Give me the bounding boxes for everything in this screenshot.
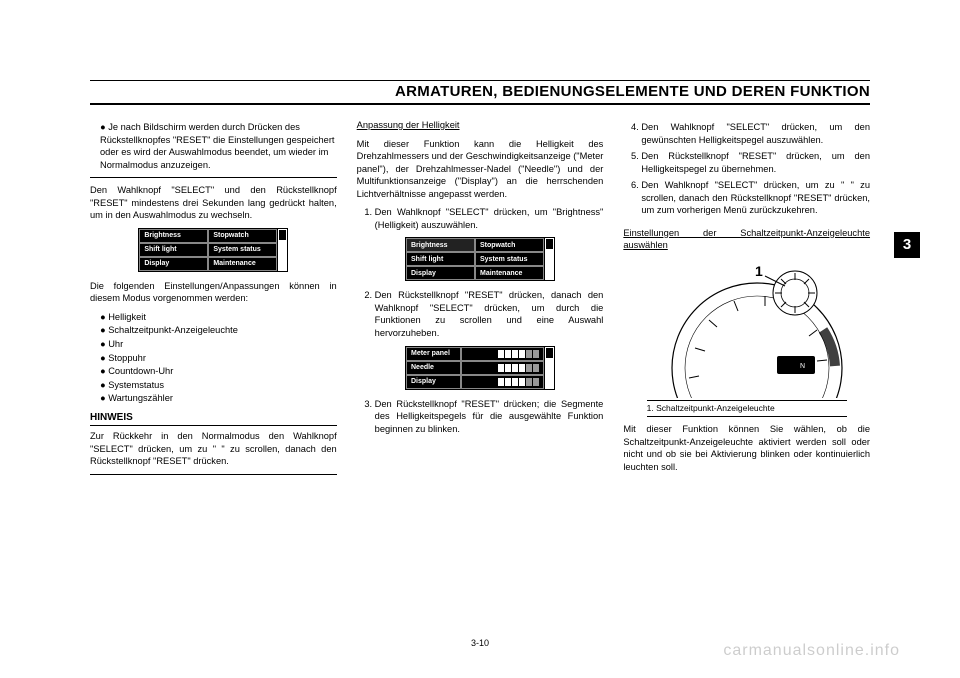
tachometer-illustration: 1 N — [647, 258, 847, 398]
manual-page: ARMATUREN, BEDIENUNGSELEMENTE UND DEREN … — [0, 0, 960, 678]
lcd-menu-2: Brightness Stopwatch Shift light System … — [405, 237, 555, 281]
lcd3-r1c1: Meter panel — [406, 347, 461, 361]
lcd1-scroll — [277, 229, 287, 271]
column-1: Je nach Bildschirm werden durch Drücken … — [90, 119, 337, 481]
shift-light-heading: Einstellungen der Schaltzeitpunkt-Anzeig… — [623, 227, 870, 252]
intro-bullet: Je nach Bildschirm werden durch Drücken … — [90, 121, 337, 171]
lcd1-r3c1: Display — [139, 257, 208, 271]
lcd2-r3c1: Display — [406, 266, 475, 280]
brightness-steps-4-6: Den Wahlknopf "SELECT" drücken, um den g… — [623, 121, 870, 217]
lcd2-scroll — [544, 238, 554, 280]
brightness-intro: Mit dieser Funktion kann die Helligkeit … — [357, 138, 604, 201]
lcd3-r1-seg — [461, 347, 544, 361]
figure-rule — [647, 416, 847, 417]
hinweis-text: Zur Rückkehr in den Normalmodus den Wahl… — [90, 430, 337, 468]
lcd2-r1c2: Stopwatch — [475, 238, 544, 252]
shift-light-para: Mit dieser Funktion können Sie wählen, o… — [623, 423, 870, 473]
lcd2-r1c1: Brightness — [406, 238, 475, 252]
content-columns: Je nach Bildschirm werden durch Drücken … — [90, 119, 870, 481]
step-6: Den Wahlknopf "SELECT" drücken, um zu " … — [641, 179, 870, 217]
settings-item: Stoppuhr — [100, 352, 337, 365]
lcd3-r2-seg — [461, 361, 544, 375]
lcd3-r3-seg — [461, 375, 544, 389]
intro-bullet-item: Je nach Bildschirm werden durch Drücken … — [100, 121, 337, 171]
brightness-heading: Anpassung der Helligkeit — [357, 119, 604, 132]
column-2: Anpassung der Helligkeit Mit dieser Funk… — [357, 119, 604, 481]
lcd1-r2c2: System status — [208, 243, 277, 257]
lcd1-r2c1: Shift light — [139, 243, 208, 257]
settings-item: Helligkeit — [100, 311, 337, 324]
rule — [90, 177, 337, 178]
tachometer-figure: 1 N 1. Schaltzeitpunkt-Anzeigeleuchte — [647, 258, 847, 417]
svg-text:1: 1 — [755, 263, 763, 279]
settings-item: Schaltzeitpunkt-Anzeigeleuchte — [100, 324, 337, 337]
lcd2-r2c1: Shift light — [406, 252, 475, 266]
brightness-steps-1: Den Wahlknopf "SELECT" drücken, um "Brig… — [357, 206, 604, 231]
settings-item: Wartungszähler — [100, 392, 337, 405]
para-hold-select: Den Wahlknopf "SELECT" und den Rückstell… — [90, 184, 337, 222]
step-1: Den Wahlknopf "SELECT" drücken, um "Brig… — [375, 206, 604, 231]
lcd3-r3c1: Display — [406, 375, 461, 389]
lcd2-r2c2: System status — [475, 252, 544, 266]
figure-caption: 1. Schaltzeitpunkt-Anzeigeleuchte — [647, 401, 847, 416]
watermark: carmanualsonline.info — [723, 642, 900, 660]
lcd3-r2c1: Needle — [406, 361, 461, 375]
lcd-menu-1: Brightness Stopwatch Shift light System … — [138, 228, 288, 272]
hinweis-rule — [90, 425, 337, 426]
lcd2-r3c2: Maintenance — [475, 266, 544, 280]
column-3: Den Wahlknopf "SELECT" drücken, um den g… — [623, 119, 870, 481]
settings-list: Helligkeit Schaltzeitpunkt-Anzeigeleucht… — [90, 311, 337, 405]
chapter-tab: 3 — [894, 232, 920, 258]
rule — [90, 474, 337, 475]
lcd-brightness: Meter panel Needle Display — [405, 346, 555, 390]
hinweis-block: HINWEIS Zur Rückkehr in den Normalmodus … — [90, 411, 337, 475]
lcd1-r1c1: Brightness — [139, 229, 208, 243]
step-4: Den Wahlknopf "SELECT" drücken, um den g… — [641, 121, 870, 146]
lcd1-r3c2: Maintenance — [208, 257, 277, 271]
step-2: Den Rückstellknopf "RESET" drücken, dana… — [375, 289, 604, 339]
para-settings-intro: Die folgenden Einstellungen/Anpassungen … — [90, 280, 337, 305]
lcd1-r1c2: Stopwatch — [208, 229, 277, 243]
svg-text:N: N — [800, 363, 805, 370]
step-3: Den Rückstellknopf "RESET" drücken; die … — [375, 398, 604, 436]
lcd3-scroll — [544, 347, 554, 389]
brightness-steps-3: Den Rückstellknopf "RESET" drücken; die … — [357, 398, 604, 436]
settings-item: Countdown-Uhr — [100, 365, 337, 378]
header-rule — [90, 80, 870, 81]
hinweis-label: HINWEIS — [90, 412, 133, 423]
brightness-steps-2: Den Rückstellknopf "RESET" drücken, dana… — [357, 289, 604, 339]
step-5: Den Rückstellknopf "RESET" drücken, um d… — [641, 150, 870, 175]
settings-item: Uhr — [100, 338, 337, 351]
settings-item: Systemstatus — [100, 379, 337, 392]
page-title: ARMATUREN, BEDIENUNGSELEMENTE UND DEREN … — [90, 83, 870, 105]
